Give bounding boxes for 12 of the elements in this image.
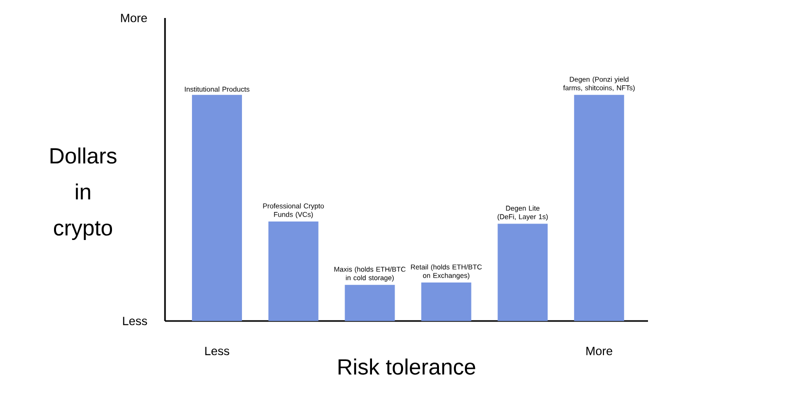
text: More <box>121 14 147 22</box>
text: Less <box>205 346 230 356</box>
bar <box>498 224 548 321</box>
bar <box>421 282 472 321</box>
text: Less <box>123 316 148 326</box>
bar <box>344 284 395 321</box>
y-axis-title: Dollars in crypto <box>50 147 116 240</box>
bar <box>574 94 624 321</box>
bar <box>268 222 318 321</box>
x-axis-title: Risk tolerance <box>338 358 476 375</box>
text: More <box>586 346 612 356</box>
bar <box>192 94 242 321</box>
